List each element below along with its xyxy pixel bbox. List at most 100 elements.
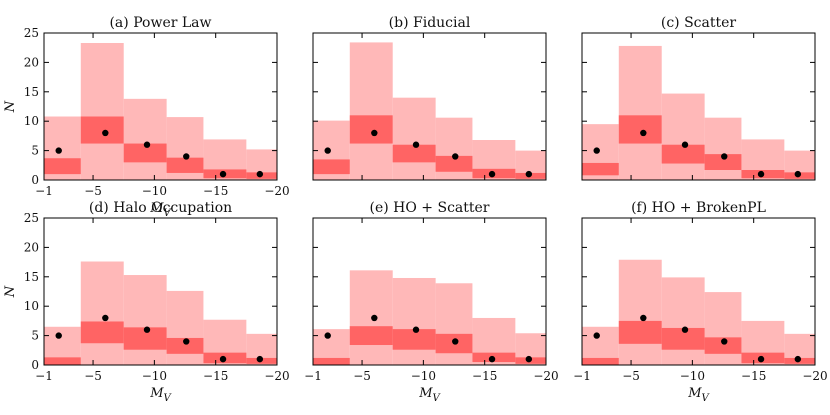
- observed-point: [757, 170, 765, 178]
- band-68-bar: [349, 115, 393, 144]
- band-95-bar: [661, 93, 705, 180]
- band-95-bar: [618, 259, 662, 365]
- band-68-bar: [123, 143, 167, 163]
- x-tick-label: −10: [411, 369, 436, 383]
- y-axis-label: N: [3, 285, 18, 298]
- band-68-bar: [435, 155, 473, 172]
- x-tick-label: −20: [264, 369, 289, 383]
- band-68-bar: [582, 357, 619, 365]
- y-tick-label: 0: [31, 173, 39, 187]
- band-95-bar: [661, 277, 705, 365]
- observed-point: [412, 141, 420, 148]
- band-95-bar: [123, 98, 167, 180]
- band-68-bar: [44, 158, 81, 175]
- x-tick-label: −20: [802, 369, 827, 383]
- panel-title: (e) HO + Scatter: [370, 200, 490, 216]
- panel-title: (a) Power Law: [109, 15, 211, 31]
- band-68-bar: [166, 157, 204, 173]
- x-tick-label: −10: [142, 369, 167, 383]
- x-tick-label: −10: [142, 184, 167, 198]
- x-tick-label: −5: [84, 369, 102, 383]
- observed-point: [681, 326, 689, 333]
- x-tick-label: −20: [533, 369, 558, 383]
- panel-b: (b) Fiducial: [312, 15, 547, 181]
- band-95-bar: [704, 117, 742, 180]
- band-68-bar: [349, 326, 393, 346]
- x-tick-label: −1: [304, 369, 322, 383]
- x-tick-label: −1: [573, 369, 591, 383]
- observed-point: [371, 314, 378, 322]
- y-tick-label: 25: [24, 211, 39, 225]
- observed-point: [219, 170, 227, 178]
- observed-point: [721, 153, 728, 160]
- observed-point: [324, 147, 331, 154]
- band-68-bar: [661, 144, 705, 164]
- panel-title: (b) Fiducial: [389, 15, 471, 31]
- observed-point: [256, 170, 264, 178]
- x-tick-label: −10: [680, 369, 705, 383]
- x-tick-label: −5: [353, 369, 371, 383]
- observed-point: [452, 338, 459, 345]
- panel-f: −1 −5 −10 −15 −20 (f) HO + BrokenPL MV: [573, 200, 828, 404]
- observed-point: [488, 355, 496, 363]
- band-95-bar: [166, 290, 204, 365]
- y-axis-label: N: [3, 100, 18, 113]
- y-tick-label: 10: [24, 114, 39, 128]
- y-tick-label: 20: [24, 55, 39, 69]
- panel-a: −1 −5 −10 −15 −20 0 5 10 15 20 25 (a) Power Law MV N: [3, 15, 290, 219]
- panel-title: (d) Halo Occupation: [89, 200, 232, 216]
- band-68-bar: [392, 144, 436, 163]
- axes-frame: [43, 217, 278, 366]
- y-tick-label: 5: [31, 144, 39, 158]
- x-tick-label: −5: [622, 369, 640, 383]
- x-tick-label: −15: [741, 369, 766, 383]
- panel-title: (c) Scatter: [661, 15, 737, 31]
- band-68-bar: [313, 357, 350, 365]
- panel-e: −1 −5 −10 −15 −20 (e) HO + Scatter MV: [304, 200, 559, 404]
- band-95-bar: [80, 261, 124, 365]
- panel-title: (f) HO + BrokenPL: [631, 200, 766, 216]
- axes-frame: [312, 217, 547, 366]
- observed-point: [256, 355, 264, 363]
- observed-point: [593, 332, 600, 339]
- observed-point: [183, 153, 190, 160]
- band-95-bar: [618, 45, 662, 180]
- observed-point: [143, 141, 151, 148]
- y-tick-label: 10: [24, 299, 39, 313]
- y-tick-label: 0: [31, 358, 39, 372]
- observed-point: [55, 332, 62, 339]
- x-tick-label: −15: [472, 369, 497, 383]
- band-68-bar: [582, 162, 619, 176]
- panel-c: (c) Scatter: [581, 15, 816, 181]
- x-axis-label: MV: [149, 386, 172, 404]
- observed-point: [412, 326, 420, 333]
- band-95-bar: [349, 42, 393, 180]
- observed-point: [525, 355, 533, 363]
- y-tick-label: 20: [24, 240, 39, 254]
- x-axis-label: MV: [687, 386, 710, 404]
- x-tick-label: −1: [35, 369, 53, 383]
- band-68-bar: [313, 159, 350, 175]
- x-axis-label: MV: [418, 386, 441, 404]
- band-68-bar: [392, 329, 436, 350]
- x-tick-label: −15: [203, 184, 228, 198]
- observed-point: [593, 147, 600, 154]
- observed-point: [183, 338, 190, 345]
- y-tick-label: 25: [24, 26, 39, 40]
- observed-point: [102, 129, 109, 137]
- band-95-bar: [392, 277, 436, 365]
- observed-point: [143, 326, 151, 333]
- band-95-bar: [80, 42, 124, 180]
- y-tick-label: 15: [24, 270, 39, 284]
- observed-point: [371, 129, 378, 137]
- axes-frame: [43, 32, 278, 181]
- band-68-bar: [44, 357, 81, 365]
- observed-point: [681, 141, 689, 148]
- observed-point: [721, 338, 728, 345]
- band-68-bar: [704, 337, 742, 354]
- axes-frame: [581, 217, 816, 366]
- band-68-bar: [123, 327, 167, 350]
- x-tick-label: −20: [264, 184, 289, 198]
- band-68-bar: [704, 154, 742, 171]
